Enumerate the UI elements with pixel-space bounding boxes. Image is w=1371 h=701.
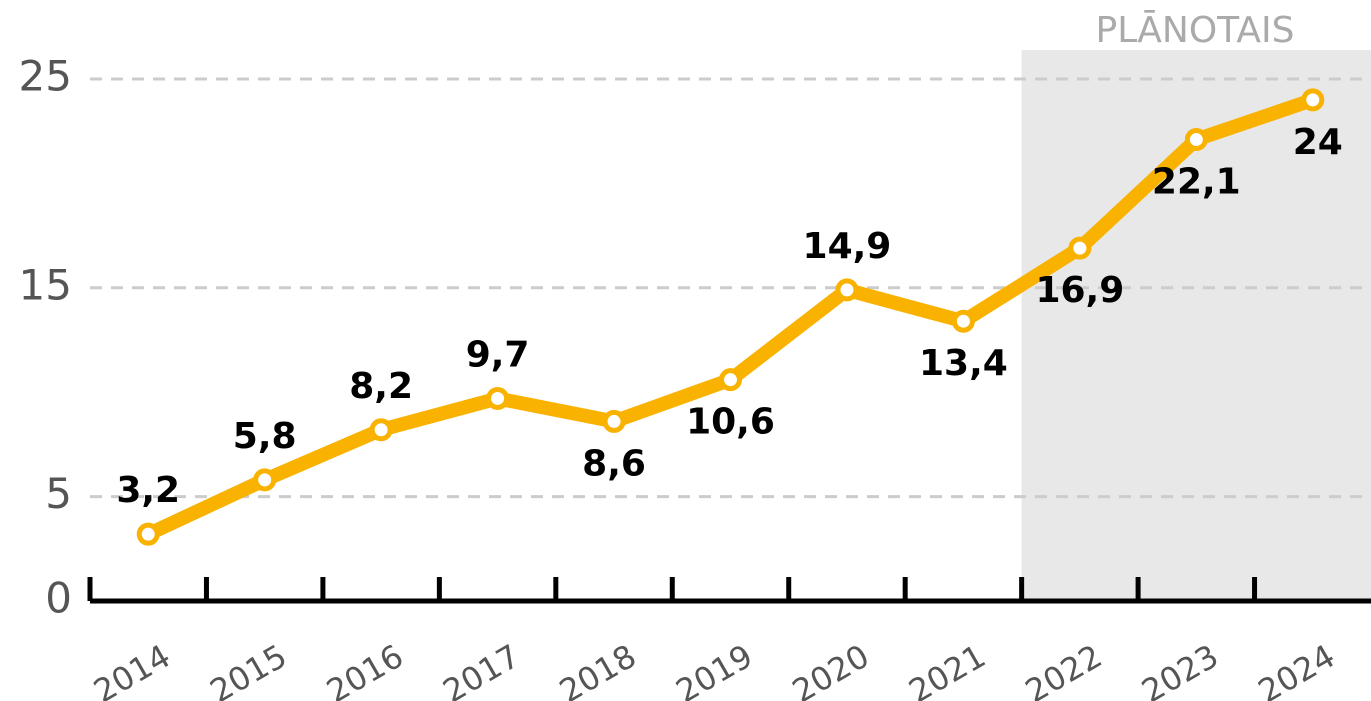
point [1301,88,1325,112]
point [369,418,393,442]
x-tick-label: 2017 [437,637,527,701]
x-tick-label: 2022 [1019,637,1109,701]
point [253,468,277,492]
value-label: 9,7 [466,334,530,375]
value-label: 24 [1293,122,1343,163]
forecast-label: PLĀNOTAIS [1096,10,1295,51]
x-tick-label: 2023 [1135,637,1225,701]
value-label: 5,8 [233,416,297,457]
point [486,386,510,410]
value-label: 22,1 [1152,162,1241,203]
x-tick-label: 2020 [786,637,876,701]
x-tick-label: 2015 [204,637,294,701]
x-tick-label: 2021 [902,637,992,701]
x-tick-label: 2016 [320,637,410,701]
value-label: 16,9 [1035,270,1124,311]
y-tick-label: 0 [45,574,72,623]
value-label: 8,2 [349,366,413,407]
value-label: 10,6 [686,402,775,443]
value-label: 14,9 [803,226,892,267]
point [719,368,742,392]
value-label: 13,4 [919,343,1008,384]
x-tick-label: 2018 [553,637,643,701]
point [602,409,626,433]
value-label: 3,2 [116,470,180,511]
value-label: 8,6 [582,443,646,484]
point [136,522,160,546]
x-tick-label: 2024 [1252,637,1342,701]
point [951,309,975,333]
point [1068,236,1092,260]
point [835,278,859,302]
y-tick-label: 5 [45,469,72,518]
y-tick-label: 25 [19,52,72,101]
y-tick-label: 15 [19,260,72,309]
x-tick-label: 2014 [87,637,177,701]
x-tick-label: 2019 [669,637,759,701]
point [1184,128,1208,152]
